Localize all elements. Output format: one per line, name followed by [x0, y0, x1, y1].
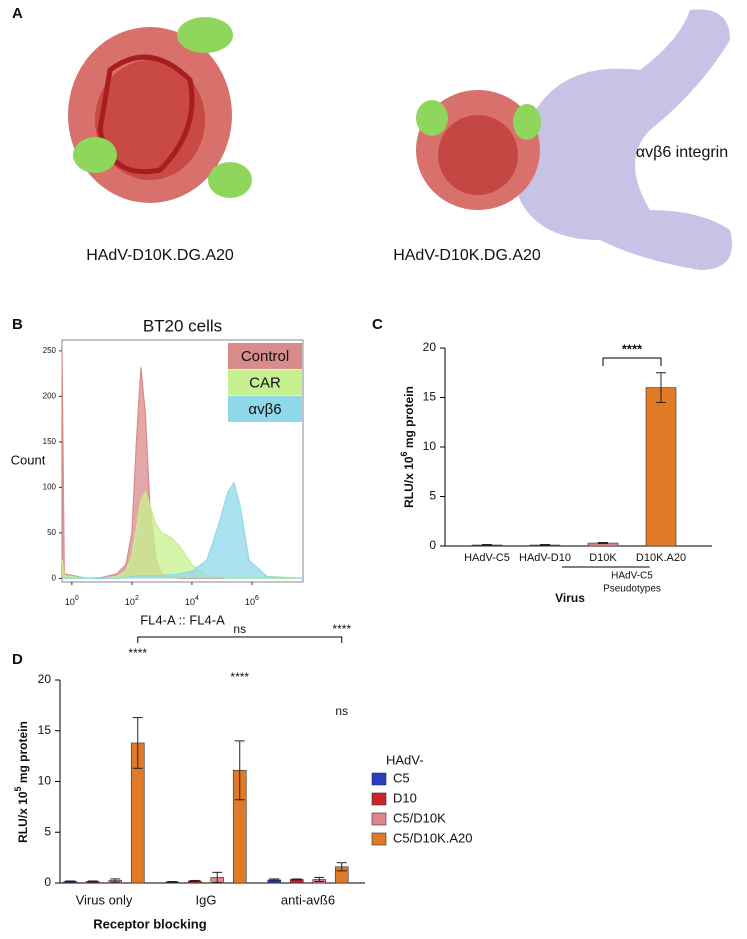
y-tick-label: 20: [38, 672, 52, 686]
x-axis-label: Receptor blocking: [93, 916, 206, 931]
text-part: RLU/x 10: [16, 791, 30, 843]
legend-label: Control: [241, 348, 289, 365]
x-tick-label: IgG: [196, 892, 217, 907]
panel-label: A: [12, 5, 23, 22]
significance-bracket: [602, 357, 662, 366]
legend-label: C5/D10K: [393, 810, 446, 825]
text-part: 5: [13, 786, 23, 791]
text-part: mg protein: [16, 721, 30, 786]
annotation: ns: [233, 622, 246, 636]
y-axis-label: RLU/x 106 mg protein: [399, 386, 416, 508]
x-tick-label: HAdV-D10: [519, 552, 571, 564]
x-tick-label: 106: [245, 595, 259, 608]
legend-swatch: [371, 792, 387, 806]
x-axis-label: Virus: [555, 591, 585, 605]
y-tick-label: 0: [44, 875, 51, 889]
text-part: RLU/x 10: [402, 456, 416, 508]
legend-label: CAR: [249, 374, 281, 391]
panel-label: B: [12, 316, 23, 333]
chart-title: BT20 cells: [143, 316, 222, 335]
x-tick-label: 102: [125, 595, 139, 608]
histogram-area: [62, 491, 303, 579]
text-part: 6: [399, 451, 409, 456]
x-tick-label: anti-avß6: [281, 892, 335, 907]
text-part: 6: [255, 595, 259, 602]
y-axis-label: RLU/x 105 mg protein: [13, 721, 30, 843]
legend-swatch: [371, 812, 387, 826]
legend-swatch: [228, 343, 302, 369]
legend-label: C5: [393, 770, 410, 785]
text-part: 10: [125, 597, 135, 607]
y-tick-label: 15: [423, 390, 437, 404]
annotation: ****: [332, 622, 351, 636]
structure-right: [416, 9, 732, 270]
y-tick-label: 5: [44, 824, 51, 838]
panel-label: C: [372, 316, 383, 333]
text-part: 0: [75, 595, 79, 602]
y-tick-label: 15: [38, 723, 52, 737]
panel-label: D: [12, 651, 23, 668]
legend-swatch: [371, 772, 387, 786]
structure-label: HAdV-D10K.DG.A20: [393, 247, 541, 264]
x-tick-label: D10K: [589, 552, 617, 564]
significance-bracket: [137, 636, 343, 643]
x-tick-label: 100: [65, 595, 79, 608]
text-part: 2: [135, 595, 139, 602]
bar: [645, 387, 677, 547]
legend-swatch: [228, 369, 302, 396]
legend-swatch: [371, 832, 387, 846]
y-tick-label: 150: [43, 437, 57, 446]
y-tick-label: 0: [52, 573, 57, 582]
legend-title: HAdV-: [386, 752, 424, 767]
structure-label: αvβ6 integrin: [636, 144, 728, 161]
y-tick-label: 0: [429, 538, 436, 552]
x-axis-label: FL4-A :: FL4-A: [140, 612, 225, 627]
structure-label: HAdV-D10K.DG.A20: [86, 247, 234, 264]
y-tick-label: 200: [43, 392, 57, 401]
legend-label: αvβ6: [248, 401, 281, 418]
text-part: 4: [195, 595, 199, 602]
histogram-line: [62, 481, 304, 579]
annotation: ****: [622, 341, 643, 356]
x-tick-label: 104: [185, 595, 199, 608]
text-part: 10: [185, 597, 195, 607]
text-part: 10: [65, 597, 75, 607]
structure-left: [68, 17, 252, 203]
x-tick-label: HAdV-C5: [464, 552, 510, 564]
y-tick-label: 250: [43, 346, 57, 355]
x-tick-label: D10K.A20: [636, 552, 686, 564]
legend-label: C5/D10K.A20: [393, 830, 473, 845]
legend-label: D10: [393, 790, 417, 805]
y-tick-label: 100: [43, 482, 57, 491]
group-label: HAdV-C5: [611, 571, 653, 582]
annotation: ****: [128, 646, 147, 660]
y-tick-label: 10: [423, 439, 437, 453]
y-axis-label: Count: [11, 452, 46, 467]
annotation: ****: [230, 670, 249, 684]
y-tick-label: 20: [423, 340, 437, 354]
x-tick-label: Virus only: [76, 892, 133, 907]
text-part: 10: [245, 597, 255, 607]
y-tick-label: 50: [47, 528, 56, 537]
y-tick-label: 10: [38, 774, 52, 788]
group-label: Pseudotypes: [603, 584, 661, 595]
histogram-area: [62, 482, 303, 579]
y-tick-label: 5: [429, 489, 436, 503]
legend-swatch: [228, 396, 302, 422]
annotation: ns: [335, 704, 348, 718]
text-part: mg protein: [402, 386, 416, 451]
